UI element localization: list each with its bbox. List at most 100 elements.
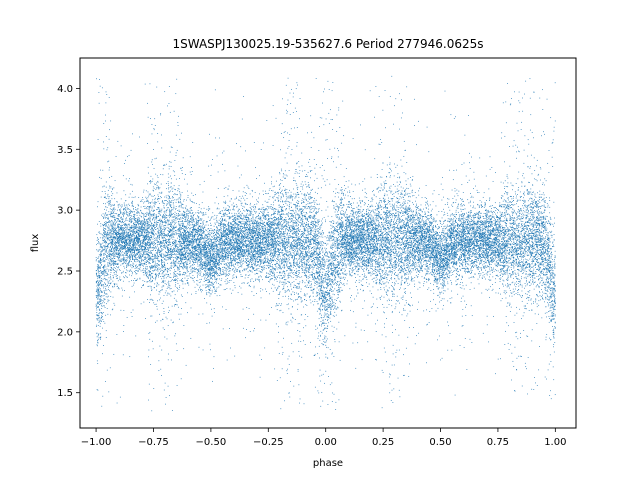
data-point	[360, 223, 361, 224]
data-point	[142, 254, 143, 255]
data-point	[182, 262, 183, 263]
data-point	[467, 199, 468, 200]
data-point	[201, 234, 202, 235]
data-point	[333, 331, 334, 332]
data-point	[429, 226, 430, 227]
data-point	[149, 272, 150, 273]
data-point	[423, 220, 424, 221]
data-point	[161, 192, 162, 193]
data-point	[463, 220, 464, 221]
data-point	[475, 208, 476, 209]
data-point	[444, 240, 445, 241]
data-point	[150, 240, 151, 241]
data-point	[517, 338, 518, 339]
data-point	[116, 237, 117, 238]
data-point	[537, 285, 538, 286]
data-point	[470, 250, 471, 251]
data-point	[153, 239, 154, 240]
data-point	[422, 270, 423, 271]
data-point	[97, 345, 98, 346]
data-point	[365, 203, 366, 204]
data-point	[325, 319, 326, 320]
data-point	[296, 195, 297, 196]
data-point	[325, 185, 326, 186]
data-point	[161, 262, 162, 263]
data-point	[274, 229, 275, 230]
data-point	[425, 248, 426, 249]
data-point	[470, 254, 471, 255]
data-point	[310, 194, 311, 195]
data-point	[345, 231, 346, 232]
data-point	[273, 105, 274, 106]
data-point	[401, 282, 402, 283]
data-point	[309, 242, 310, 243]
data-point	[293, 178, 294, 179]
data-point	[545, 228, 546, 229]
data-point	[279, 303, 280, 304]
data-point	[257, 248, 258, 249]
data-point	[502, 228, 503, 229]
data-point	[507, 182, 508, 183]
data-point	[297, 244, 298, 245]
data-point	[127, 236, 128, 237]
data-point	[160, 251, 161, 252]
data-point	[184, 221, 185, 222]
data-point	[364, 221, 365, 222]
data-point	[520, 244, 521, 245]
data-point	[238, 210, 239, 211]
data-point	[183, 232, 184, 233]
data-point	[194, 214, 195, 215]
data-point	[167, 230, 168, 231]
data-point	[262, 224, 263, 225]
data-point	[106, 259, 107, 260]
data-point	[521, 129, 522, 130]
data-point	[181, 229, 182, 230]
data-point	[407, 210, 408, 211]
data-point	[372, 263, 373, 264]
data-point	[507, 280, 508, 281]
data-point	[461, 301, 462, 302]
data-point	[390, 224, 391, 225]
data-point	[322, 323, 323, 324]
data-point	[102, 243, 103, 244]
data-point	[286, 189, 287, 190]
data-point	[163, 168, 164, 169]
data-point	[293, 112, 294, 113]
data-point	[285, 246, 286, 247]
data-point	[335, 402, 336, 403]
data-point	[174, 244, 175, 245]
data-point	[108, 235, 109, 236]
data-point	[410, 230, 411, 231]
data-point	[382, 407, 383, 408]
data-point	[327, 286, 328, 287]
data-point	[337, 307, 338, 308]
data-point	[343, 135, 344, 136]
data-point	[267, 209, 268, 210]
data-point	[368, 237, 369, 238]
data-point	[480, 273, 481, 274]
data-point	[368, 204, 369, 205]
data-point	[185, 174, 186, 175]
data-point	[176, 232, 177, 233]
data-point	[453, 233, 454, 234]
data-point	[190, 273, 191, 274]
data-point	[488, 254, 489, 255]
data-point	[370, 272, 371, 273]
data-point	[511, 202, 512, 203]
data-point	[239, 224, 240, 225]
data-point	[551, 267, 552, 268]
data-point	[174, 224, 175, 225]
data-point	[293, 210, 294, 211]
data-point	[166, 196, 167, 197]
data-point	[551, 275, 552, 276]
data-point	[545, 223, 546, 224]
data-point	[356, 244, 357, 245]
data-point	[482, 228, 483, 229]
data-point	[182, 220, 183, 221]
data-point	[372, 191, 373, 192]
data-point	[293, 248, 294, 249]
data-point	[444, 256, 445, 257]
data-point	[110, 270, 111, 271]
data-point	[163, 281, 164, 282]
data-point	[161, 242, 162, 243]
